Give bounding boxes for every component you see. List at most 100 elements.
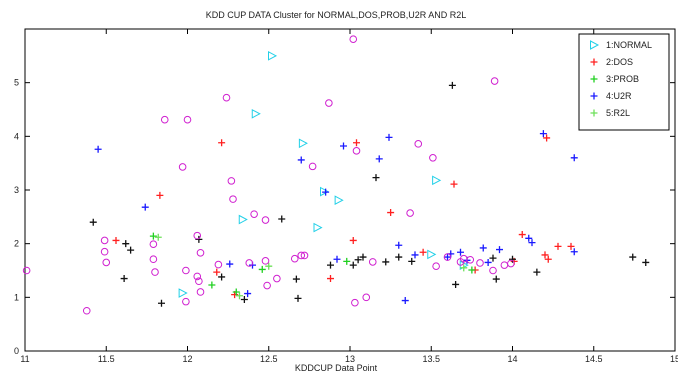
data-point-unlabeled-circle [406,209,414,217]
y-tick-label: 3 [14,185,19,195]
data-point-4-u2r [496,246,503,254]
data-point-unlabeled-circle [456,258,465,266]
data-point-unlabeled-circle [500,261,509,269]
data-point-2-dos [213,268,221,276]
data-point-2-dos [327,275,334,283]
data-point-unlabeled-plus [120,275,128,283]
data-point-unlabeled-circle [490,77,499,85]
data-point-unlabeled-plus [372,174,380,182]
data-point-unlabeled-plus [533,268,541,276]
data-point-unlabeled-plus [642,258,650,266]
data-point-2-dos [518,231,526,239]
legend-marker [590,92,598,100]
data-markers [22,35,650,315]
data-point-unlabeled-plus [158,299,165,307]
legend-marker [590,40,600,50]
data-point-unlabeled-plus [240,295,248,303]
data-point-unlabeled-plus [127,246,135,254]
x-tick-label: 11 [20,354,29,364]
legend-label: 4:U2R [606,91,632,101]
data-point-4-u2r [395,241,403,249]
data-point-2-dos [541,251,549,259]
data-point-unlabeled-circle [290,254,299,263]
data-point-unlabeled-plus [327,261,334,269]
chart-title: KDD CUP DATA Cluster for NORMAL,DOS,PROB… [206,10,467,20]
data-point-1-normal [178,288,188,298]
data-point-4-u2r [226,260,234,268]
data-point-unlabeled-circle [149,240,158,249]
data-point-4-u2r [411,251,419,259]
data-point-unlabeled-plus [349,261,357,269]
data-point-unlabeled-circle [102,258,111,267]
data-point-2-dos [419,248,427,256]
plot-area [24,28,676,352]
data-point-unlabeled-circle [443,253,452,261]
data-point-unlabeled-circle [214,260,223,269]
data-point-4-u2r [340,142,347,150]
data-point-unlabeled-circle [82,306,91,315]
data-point-unlabeled-circle [193,272,202,281]
y-tick-label: 1 [14,292,19,302]
data-point-unlabeled-circle [261,257,270,265]
x-tick-label: 13 [345,354,355,364]
data-point-unlabeled-circle [352,147,361,155]
data-point-2-dos [544,255,552,263]
x-tick-label: 15 [670,354,678,364]
data-point-unlabeled-circle [178,163,187,171]
data-point-unlabeled-plus [452,280,460,288]
data-point-unlabeled-circle [182,266,190,275]
data-point-unlabeled-circle [476,259,484,267]
data-point-unlabeled-plus [509,255,516,263]
y-tick-label: 4 [14,131,19,141]
data-point-unlabeled-circle [273,274,281,283]
data-point-unlabeled-circle [195,277,203,286]
legend-label: 1:NORMAL [606,40,652,50]
data-point-5-r2l [154,233,162,241]
data-point-unlabeled-plus [408,257,416,265]
data-point-5-r2l [265,262,273,270]
x-tick-label: 12 [182,354,192,364]
x-tick-label: 11.5 [98,354,115,364]
data-point-2-dos [353,139,360,147]
data-point-unlabeled-circle [22,266,31,275]
data-point-4-u2r [322,188,330,196]
data-point-unlabeled-circle [151,268,159,276]
data-point-4-u2r [141,203,149,211]
data-point-unlabeled-plus [218,273,226,281]
data-point-unlabeled-circle [193,231,202,240]
data-point-unlabeled-circle [489,266,497,275]
data-point-4-u2r [570,154,578,162]
data-point-unlabeled-circle [466,255,475,264]
data-point-2-dos [554,242,562,250]
data-point-unlabeled-plus [294,294,302,302]
data-point-1-normal [334,195,344,206]
data-point-1-normal [432,175,442,186]
data-point-unlabeled-plus [395,253,403,261]
data-point-unlabeled-plus [195,235,203,243]
data-point-unlabeled-circle [351,298,359,307]
data-point-unlabeled-plus [629,253,637,261]
x-axis-label: KDDCUP Data Point [295,363,378,372]
data-point-4-u2r [244,290,252,298]
y-tick-label: 5 [14,78,19,88]
data-point-unlabeled-plus [492,275,500,283]
legend: 1:NORMAL 2:DOS 3:PROB 4:U2R 5:R2L [578,33,670,131]
data-point-unlabeled-circle [149,255,158,264]
data-point-4-u2r [570,248,578,256]
data-point-unlabeled-circle [349,35,358,43]
data-point-2-dos [567,242,575,250]
data-point-unlabeled-circle [196,288,205,296]
data-point-unlabeled-circle [300,251,309,260]
data-point-4-u2r [539,130,547,138]
y-tick-label: 0 [14,346,19,356]
data-point-unlabeled-circle [325,99,333,107]
data-point-unlabeled-circle [245,259,254,267]
data-point-1-normal [427,249,437,260]
data-point-2-dos [218,139,226,147]
data-point-2-dos [450,180,458,188]
x-tick-label: 13.5 [422,354,440,364]
data-point-unlabeled-circle [222,93,231,102]
data-point-1-normal [298,138,308,149]
